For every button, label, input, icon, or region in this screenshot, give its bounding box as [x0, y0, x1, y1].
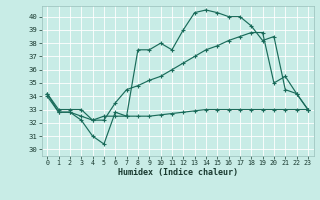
X-axis label: Humidex (Indice chaleur): Humidex (Indice chaleur) [118, 168, 237, 177]
